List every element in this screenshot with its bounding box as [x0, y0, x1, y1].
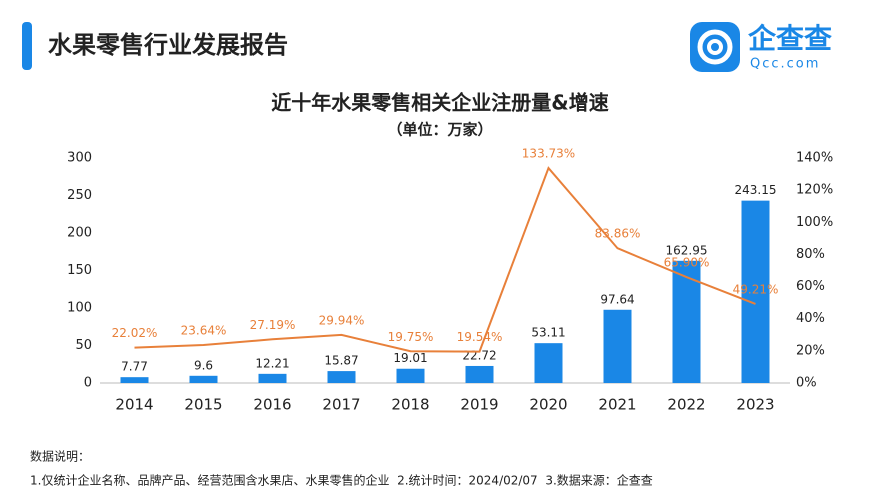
bar-value-label: 97.64 — [600, 292, 634, 306]
header-title: 水果零售行业发展报告 — [48, 31, 288, 59]
y-tick-label: 0 — [84, 376, 92, 391]
chart-title: 近十年水果零售相关企业注册量&增速 — [271, 91, 608, 115]
x-tick-label: 2016 — [253, 396, 291, 414]
line-value-label: 65.90% — [664, 256, 710, 270]
notes-text: 1.仅统计企业名称、品牌产品、经营范围含水果店、水果零售的企业 2.统计时间：2… — [30, 473, 653, 488]
bar-value-label: 19.01 — [393, 351, 427, 365]
bar — [603, 309, 632, 383]
x-tick-label: 2021 — [598, 396, 636, 414]
x-tick-label: 2023 — [736, 396, 774, 414]
chart-subtitle: （单位：万家） — [387, 121, 492, 139]
line-value-label: 29.94% — [319, 313, 365, 327]
y2-tick-label: 140% — [796, 151, 833, 166]
x-tick-label: 2020 — [529, 396, 567, 414]
line-value-label: 83.86% — [595, 227, 641, 241]
bar — [327, 371, 356, 383]
bar — [258, 373, 287, 383]
line-value-label: 19.54% — [457, 330, 503, 344]
line-value-label: 133.73% — [522, 147, 575, 161]
y2-tick-label: 60% — [796, 279, 825, 294]
logo-domain: Qcc.com — [750, 57, 820, 72]
y-tick-label: 100 — [67, 301, 92, 316]
bar — [465, 365, 494, 383]
x-tick-label: 2017 — [322, 396, 360, 414]
y-tick-label: 200 — [67, 226, 92, 241]
y2-tick-label: 120% — [796, 183, 833, 198]
bar — [120, 377, 149, 383]
bar — [396, 368, 425, 383]
bar-value-label: 9.6 — [194, 358, 213, 372]
line-value-label: 27.19% — [250, 318, 296, 332]
line — [134, 166, 756, 353]
x-tick-label: 2014 — [115, 396, 153, 414]
x-tick-label: 2019 — [460, 396, 498, 414]
x-tick-label: 2015 — [184, 396, 222, 414]
logo-inner — [707, 39, 723, 55]
y2-tick-label: 0% — [796, 376, 817, 391]
y-tick-label: 150 — [67, 263, 92, 278]
x-tick-label: 2018 — [391, 396, 429, 414]
line-value-label: 49.21% — [733, 282, 779, 296]
logo-name: 企查查 — [748, 22, 832, 55]
bar — [534, 343, 563, 383]
y2-tick-label: 100% — [796, 215, 833, 230]
y2-tick-label: 20% — [796, 343, 825, 358]
bar-value-label: 12.21 — [255, 356, 289, 370]
bar — [189, 375, 218, 383]
x-tick-label: 2022 — [667, 396, 705, 414]
bar-value-label: 53.11 — [531, 326, 565, 340]
bar — [741, 200, 770, 383]
line-value-label: 19.75% — [388, 330, 434, 344]
bar-value-label: 7.77 — [121, 360, 148, 374]
y-tick-label: 50 — [75, 338, 92, 353]
bar — [672, 260, 701, 383]
notes-heading: 数据说明： — [30, 449, 90, 464]
y2-tick-label: 40% — [796, 311, 825, 326]
y-tick-label: 250 — [67, 188, 92, 203]
y-tick-label: 300 — [67, 151, 92, 166]
line-value-label: 23.64% — [181, 324, 227, 338]
y2-tick-label: 80% — [796, 247, 825, 262]
line-value-label: 22.02% — [112, 326, 158, 340]
header-accent — [22, 22, 32, 70]
bar-value-label: 15.87 — [324, 354, 358, 368]
logo-ring — [697, 29, 733, 65]
logo-icon — [690, 22, 740, 72]
bar-value-label: 162.95 — [666, 243, 708, 257]
bar-value-label: 243.15 — [735, 183, 777, 197]
